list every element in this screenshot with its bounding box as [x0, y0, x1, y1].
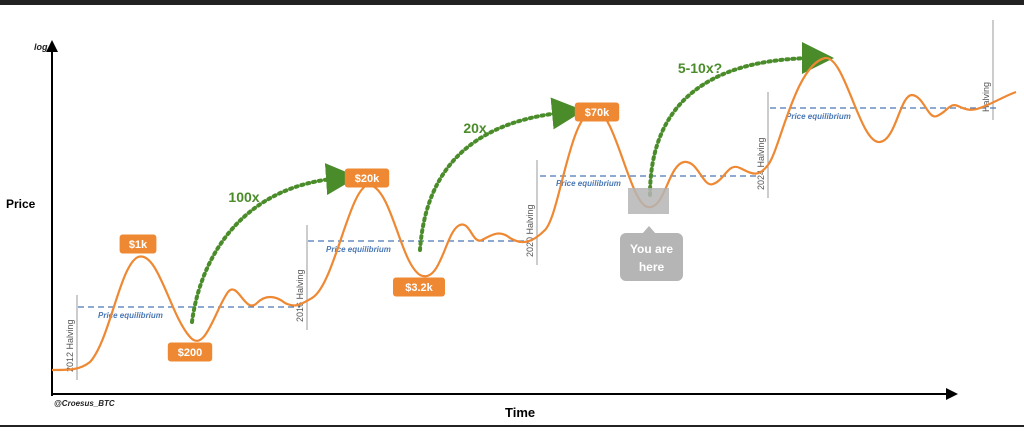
halving-markers: 2012 Halving 2016 Halving 2020 Halving 2024… — [65, 20, 994, 380]
price-labels: $1k $200 $20k $3.2k $70k — [119, 102, 620, 362]
growth-arrow-2 — [418, 97, 584, 252]
marker-line-2: here — [639, 260, 665, 274]
equilibrium-label-1: Price equilibrium — [98, 311, 163, 320]
multiplier-label: 5-10x? — [678, 60, 722, 76]
price-label-box — [574, 102, 620, 122]
equilibrium-label-2: Price equilibrium — [326, 245, 391, 254]
price-line — [51, 56, 1017, 372]
equilibrium-labels: Price equilibrium Price equilibrium Pric… — [98, 112, 851, 320]
y-axis-label: Price — [6, 197, 36, 211]
price-label-box — [119, 234, 157, 254]
bottom-border — [0, 425, 1024, 427]
marker-bubble — [620, 233, 683, 281]
marker-line-1: You are — [630, 242, 673, 256]
x-axis-arrow — [946, 388, 958, 400]
multiplier-label: 20x — [463, 120, 487, 136]
price-label: $70k — [585, 107, 610, 119]
price-label-box — [393, 277, 445, 297]
top-border — [0, 0, 1024, 5]
price-label-box — [344, 168, 390, 188]
multiplier-label: 100x — [228, 189, 259, 205]
marker-highlight — [628, 188, 669, 214]
you-are-here-marker: You are here — [620, 188, 683, 281]
equilibrium-lines — [78, 107, 1000, 308]
marker-bubble-pointer — [642, 226, 656, 234]
x-axis-label: Time — [505, 405, 535, 420]
price-label: $20k — [355, 173, 380, 185]
halving-label: Halving — [981, 82, 991, 112]
equilibrium-label-3: Price equilibrium — [556, 179, 621, 188]
halving-label: 2020 Halving — [525, 204, 535, 257]
multiplier-labels: 100x 20x 5-10x? — [228, 60, 722, 205]
growth-arrows — [190, 42, 834, 324]
price-label: $1k — [129, 239, 148, 251]
credit-label: @Croesus_BTC — [54, 399, 115, 408]
price-label: $200 — [178, 347, 202, 359]
y-axis-arrow — [46, 40, 58, 52]
halving-label: 2024 Halving — [756, 137, 766, 190]
halving-label: 2016 Halving — [295, 269, 305, 322]
growth-arrow-1 — [190, 163, 358, 324]
halving-label: 2012 Halving — [65, 319, 75, 372]
growth-arrow-3 — [648, 42, 834, 197]
price-label: $3.2k — [405, 282, 433, 294]
equilibrium-label-4: Price equilibrium — [786, 112, 851, 121]
price-label-box — [167, 342, 213, 362]
y-scale-label: log — [34, 42, 48, 52]
